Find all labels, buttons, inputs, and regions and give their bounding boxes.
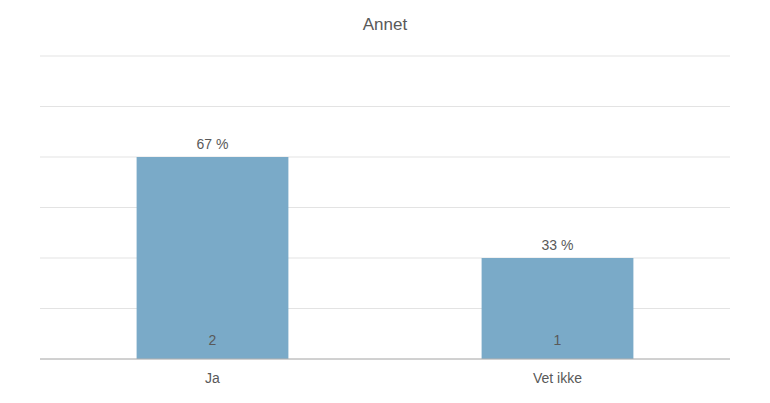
data-label: 2	[209, 332, 217, 348]
x-tick-label: Vet ikke	[533, 370, 582, 386]
bar	[137, 157, 289, 359]
title: Annet	[363, 15, 408, 34]
bar	[482, 258, 634, 359]
grid-line	[40, 359, 730, 360]
x-ticks: Ja Vet ikke	[205, 370, 582, 386]
annotation: 33 %	[542, 237, 574, 253]
grid	[40, 56, 730, 359]
bars	[137, 157, 634, 359]
x-tick-label: Ja	[205, 370, 220, 386]
chart-container: Annet 67 % 2 33 % 1 Ja Vet ikke	[0, 0, 770, 403]
grid-line	[40, 56, 730, 57]
data-label: 1	[554, 332, 562, 348]
chart: Annet 67 % 2 33 % 1 Ja Vet ikke	[0, 0, 770, 403]
grid-line	[40, 106, 730, 107]
x-axis-line	[40, 359, 730, 360]
annotation: 67 %	[197, 136, 229, 152]
labels: 67 % 2 33 % 1	[197, 136, 574, 348]
